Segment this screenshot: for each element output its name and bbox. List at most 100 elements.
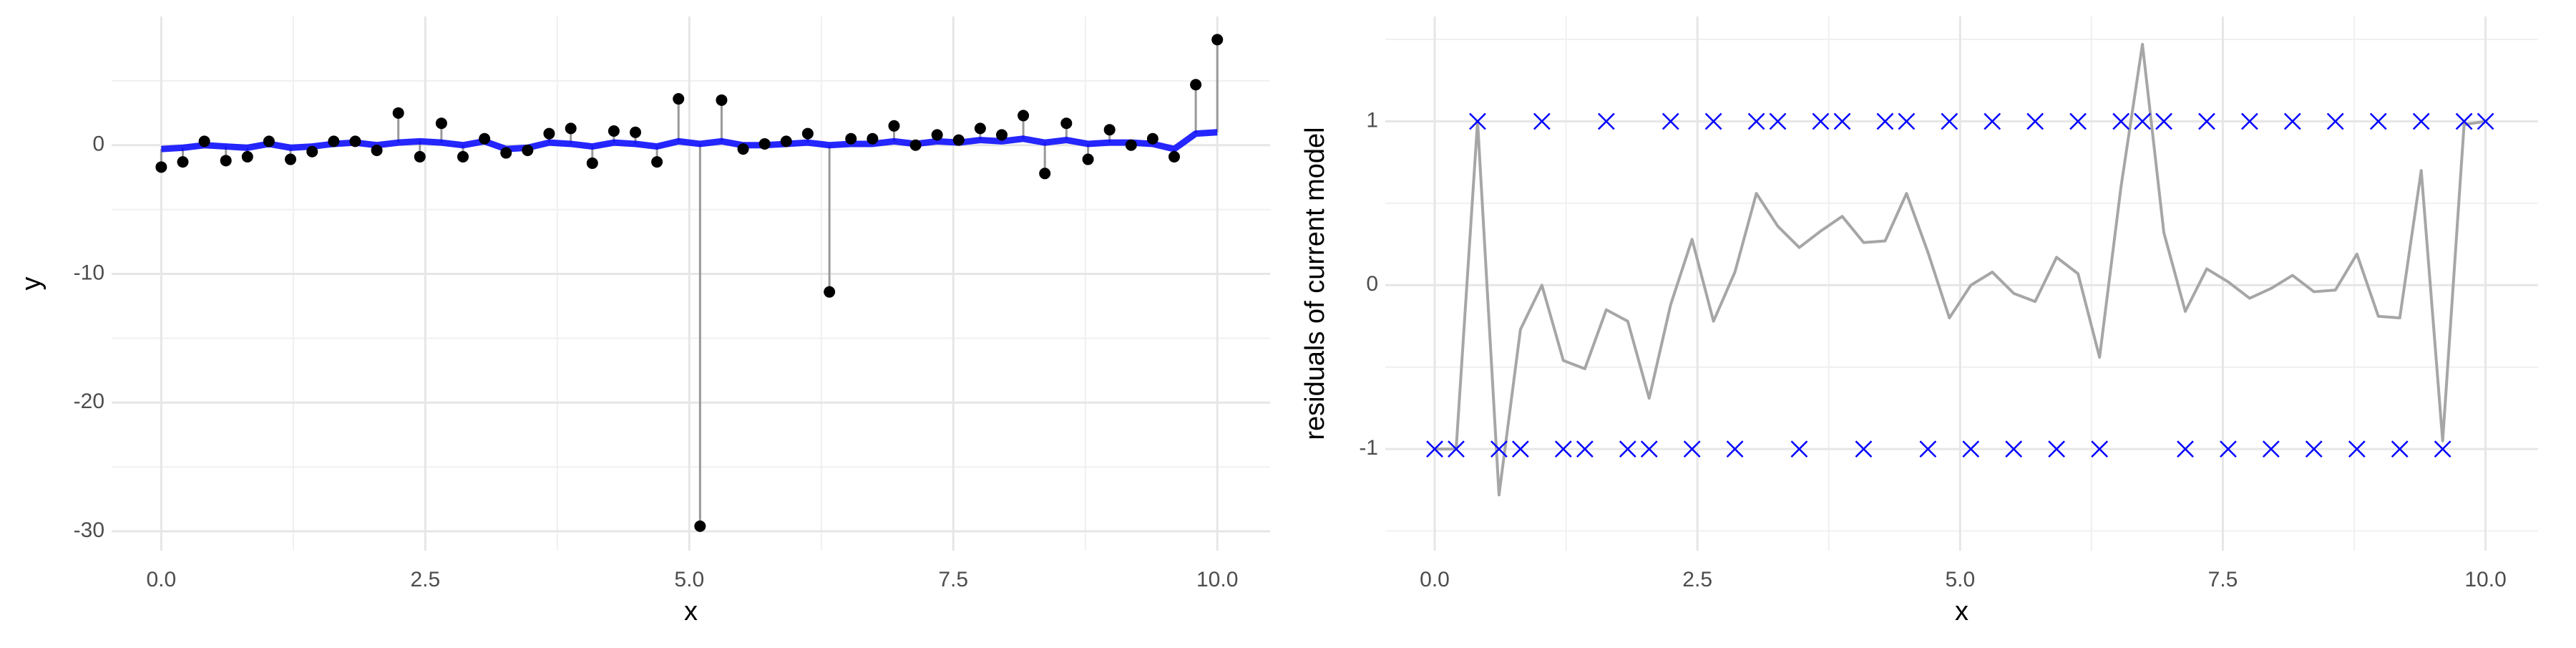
- sign-marker: [1683, 440, 1701, 458]
- point: [630, 126, 642, 138]
- point: [500, 147, 512, 159]
- sign-marker: [1576, 440, 1594, 458]
- point: [716, 94, 728, 106]
- point: [586, 157, 598, 169]
- sign-marker: [1619, 440, 1636, 458]
- sign-marker: [1597, 112, 1615, 130]
- point: [220, 155, 232, 167]
- sign-marker: [1941, 112, 1958, 130]
- sign-marker: [2455, 112, 2473, 130]
- point: [1103, 124, 1116, 136]
- point: [392, 107, 404, 119]
- point: [1190, 79, 1202, 91]
- point: [1018, 110, 1030, 122]
- y-tick-label: 0: [1366, 272, 1378, 296]
- sign-marker: [1812, 112, 1830, 130]
- point: [328, 135, 340, 148]
- point: [1125, 139, 1137, 151]
- point: [737, 143, 749, 155]
- point: [780, 135, 792, 148]
- point: [177, 156, 189, 168]
- sign-marker: [2005, 440, 2023, 458]
- sign-marker: [1919, 440, 1937, 458]
- sign-marker: [2434, 440, 2451, 458]
- point: [909, 139, 922, 151]
- point: [824, 286, 836, 298]
- sign-marker: [2091, 440, 2109, 458]
- point: [198, 135, 210, 148]
- sign-marker: [1876, 112, 1894, 130]
- x-axis-title: x: [1955, 596, 1968, 627]
- sign-marker: [1469, 112, 1486, 130]
- sign-marker: [1491, 440, 1508, 458]
- sign-marker: [2348, 440, 2366, 458]
- point: [522, 144, 534, 156]
- y-tick-label: -30: [74, 518, 104, 542]
- sign-marker: [2048, 440, 2065, 458]
- point: [349, 135, 361, 148]
- sign-marker: [2155, 112, 2172, 130]
- point: [801, 127, 814, 140]
- sign-marker: [2134, 112, 2151, 130]
- sign-marker: [2198, 112, 2215, 130]
- sign-marker: [1790, 440, 1808, 458]
- point: [565, 122, 577, 135]
- sign-marker: [1833, 112, 1851, 130]
- x-tick-label: 2.5: [1682, 568, 1712, 591]
- y-tick-label: -1: [1359, 436, 1378, 460]
- point: [845, 132, 857, 145]
- sign-marker: [2220, 440, 2237, 458]
- sign-marker: [1662, 112, 1679, 130]
- sign-marker: [1704, 112, 1722, 130]
- point: [263, 135, 275, 148]
- sign-marker: [2240, 112, 2258, 130]
- x-tick-label: 5.0: [674, 568, 704, 591]
- sign-marker: [2391, 440, 2409, 458]
- x-axis-title: x: [684, 596, 698, 627]
- sign-marker: [2177, 440, 2194, 458]
- point: [931, 129, 943, 141]
- point: [285, 153, 297, 165]
- x-tick-label: 0.0: [1420, 568, 1450, 591]
- y-tick-label: 1: [1366, 108, 1378, 132]
- sign-marker: [1554, 440, 1572, 458]
- sign-marker: [2326, 112, 2344, 130]
- point: [479, 132, 491, 145]
- point: [1039, 168, 1051, 180]
- sign-marker: [2112, 112, 2130, 130]
- sign-marker: [1426, 440, 1443, 458]
- point: [673, 93, 685, 105]
- panel: 0.0 2.5 5.0 7.5 10.0 -30 -20 -10 0 x y: [16, 16, 1270, 627]
- y-tick-label: 0: [92, 132, 104, 156]
- sign-marker: [2283, 112, 2301, 130]
- sign-marker: [1511, 440, 1529, 458]
- point: [694, 520, 706, 532]
- sign-marker: [1855, 440, 1873, 458]
- sign-marker: [2369, 112, 2387, 130]
- sign-marker: [2262, 440, 2280, 458]
- sign-marker: [1898, 112, 1916, 130]
- sign-marker: [2069, 112, 2087, 130]
- point: [457, 150, 469, 163]
- point: [371, 144, 383, 156]
- y-tick-label: -10: [74, 261, 104, 284]
- y-axis-title: y: [16, 277, 47, 291]
- x-tick-label: 5.0: [1945, 568, 1975, 591]
- sign-marker: [1533, 112, 1551, 130]
- sign-marker: [1769, 112, 1787, 130]
- point: [155, 161, 167, 173]
- point: [995, 129, 1008, 141]
- point: [608, 125, 620, 137]
- sign-marker: [2305, 440, 2323, 458]
- sign-marker: [1726, 440, 1744, 458]
- point: [867, 132, 879, 145]
- panel: 0.0 2.5 5.0 7.5 10.0 -1 0 1 x residuals of curren…: [1300, 16, 2538, 627]
- point: [435, 117, 447, 130]
- x-tick-label: 2.5: [410, 568, 440, 591]
- point: [1082, 153, 1094, 165]
- point: [758, 137, 771, 150]
- sign-marker: [1984, 112, 2001, 130]
- sign-marker: [1640, 440, 1658, 458]
- point: [952, 134, 965, 146]
- sign-marker: [2477, 112, 2494, 130]
